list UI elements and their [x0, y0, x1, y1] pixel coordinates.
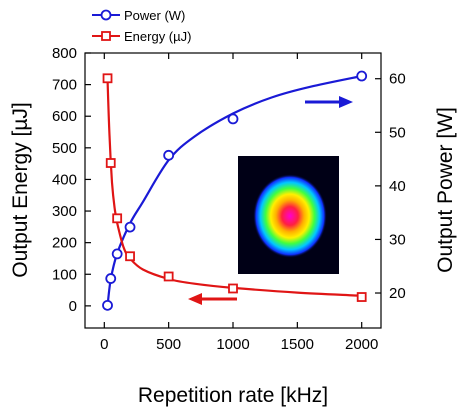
y-right-tick-label: 60 — [389, 71, 406, 88]
power-data-point — [163, 149, 175, 161]
markers-layer — [102, 70, 368, 311]
legend-energy-label: Energy (µJ) — [124, 29, 191, 44]
y-left-tick-label: 100 — [52, 266, 77, 283]
y-left-tick-label: 700 — [52, 77, 77, 94]
legend-power-marker — [100, 9, 112, 21]
power-data-point — [111, 248, 123, 260]
y-left-tick-label: 500 — [52, 140, 77, 157]
y-right-tick-label: 30 — [389, 231, 406, 248]
y-left-axis-title: Output Energy [µJ] — [9, 102, 32, 278]
beam-profile-inset — [238, 156, 339, 274]
x-tick-label: 0 — [100, 336, 108, 353]
ticks-layer: 0 500 1000 1500 2000 0 100 200 300 400 500 600 700 80… — [52, 45, 406, 353]
legend-energy-marker — [101, 31, 111, 41]
legend-power-label: Power (W) — [124, 8, 185, 23]
x-tick-label: 1000 — [216, 336, 249, 353]
y-left-tick-label: 800 — [52, 45, 77, 62]
power-data-point — [102, 299, 113, 311]
y-left-tick-label: 300 — [52, 203, 77, 220]
energy-axis-arrow — [188, 293, 237, 305]
power-data-point — [124, 221, 136, 233]
x-tick-label: 1500 — [281, 336, 314, 353]
x-tick-label: 500 — [156, 336, 181, 353]
y-right-axis-title: Output Power [W] — [434, 107, 457, 273]
energy-data-point — [163, 271, 174, 282]
energy-data-point — [112, 213, 123, 224]
beam-profile-spot — [253, 174, 327, 258]
power-data-point — [105, 273, 117, 284]
y-left-tick-label: 200 — [52, 235, 77, 252]
x-tick-label: 2000 — [345, 336, 378, 353]
y-right-tick-label: 20 — [389, 285, 406, 302]
power-data-point — [227, 113, 239, 125]
y-left-tick-label: 0 — [69, 298, 77, 315]
power-data-point — [356, 70, 368, 82]
energy-data-point — [228, 283, 238, 294]
y-right-tick-label: 40 — [389, 178, 406, 195]
energy-data-point — [105, 158, 116, 168]
x-axis-title: Repetition rate [kHz] — [138, 384, 328, 407]
energy-data-point — [125, 251, 135, 262]
energy-data-point — [356, 292, 367, 302]
y-left-tick-label: 400 — [52, 171, 77, 188]
y-left-tick-label: 600 — [52, 108, 77, 125]
energy-data-point — [102, 73, 113, 84]
legend: Power (W) Energy (µJ) — [92, 8, 191, 44]
y-right-tick-label: 50 — [389, 124, 406, 141]
power-axis-arrow — [305, 96, 353, 108]
